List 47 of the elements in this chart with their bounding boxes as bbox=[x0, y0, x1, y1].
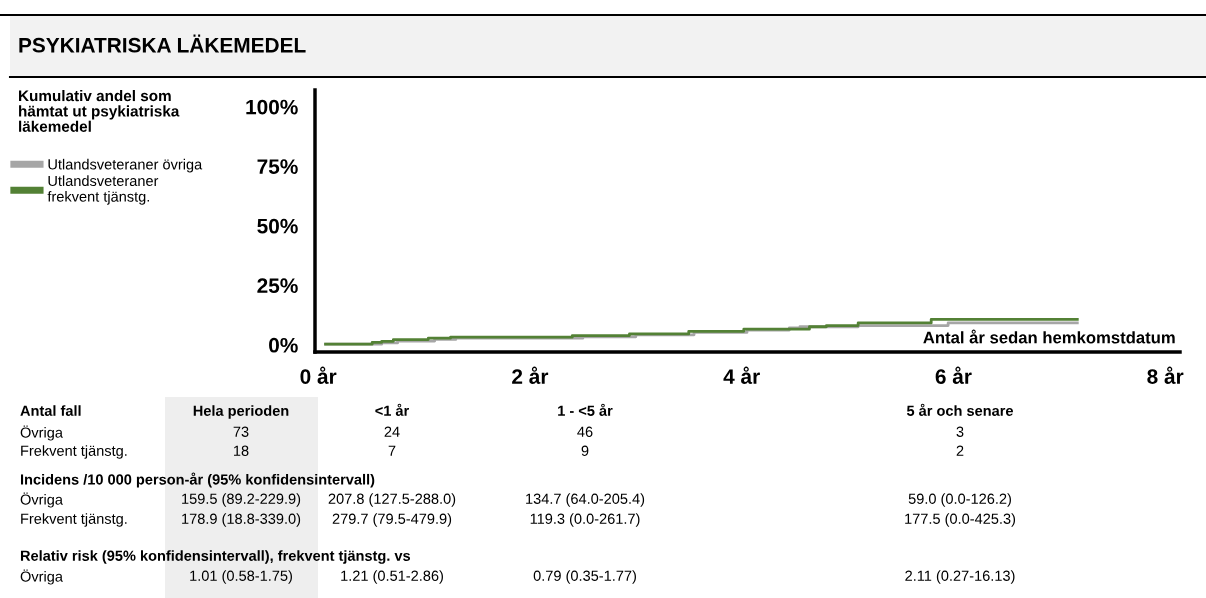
text: 7 bbox=[388, 445, 396, 456]
text: 3 bbox=[956, 426, 964, 437]
text: 1.21 (0.51-2.86) bbox=[341, 570, 443, 584]
text: 1 - <5 år bbox=[558, 403, 613, 416]
text: 134.7 (64.0-205.4) bbox=[526, 493, 645, 507]
x-tick-label: 2 år bbox=[512, 366, 549, 384]
text: Frekvent tjänstg. bbox=[21, 445, 127, 459]
text: Antal fall bbox=[20, 405, 81, 416]
text: 2 bbox=[956, 445, 964, 456]
x-tick-label: 0 år bbox=[300, 366, 337, 384]
text: 177.5 (0.0-425.3) bbox=[905, 513, 1016, 527]
y-tick-label: 25% bbox=[257, 278, 298, 294]
text: 18 bbox=[234, 445, 249, 456]
text: 5 år och senare bbox=[906, 403, 1014, 416]
x-axis-title: Antal år sedan hemkomstdatum bbox=[923, 329, 1175, 344]
text: 59.0 (0.0-126.2) bbox=[908, 493, 1011, 507]
y-tick-label: 75% bbox=[257, 159, 298, 174]
text: Incidens /10 000 person-år (95% konfidensintervall) bbox=[20, 472, 375, 488]
y-tick-label: 0% bbox=[269, 337, 298, 353]
text: 159.5 (89.2-229.9) bbox=[182, 493, 301, 507]
x-tick-label: 8 år bbox=[1147, 366, 1184, 384]
chart-title: PSYKIATRISKA LÄKEMEDEL bbox=[19, 34, 306, 53]
text: 279.7 (79.5-479.9) bbox=[332, 513, 452, 527]
legend-title: Kumulativ andel som hämtat ut psykiatriska läkemedel bbox=[19, 90, 180, 132]
y-tick-label: 50% bbox=[257, 218, 298, 234]
text: 46 bbox=[577, 426, 593, 437]
text: 73 bbox=[233, 426, 249, 437]
text: 1.01 (0.58-1.75) bbox=[190, 570, 292, 584]
text: <1 år bbox=[375, 403, 410, 416]
text: 119.3 (0.0-261.7) bbox=[530, 513, 640, 527]
text: 24 bbox=[384, 426, 400, 437]
x-tick-label: 6 år bbox=[935, 366, 972, 384]
x-tick-label: 4 år bbox=[723, 366, 760, 384]
text: 178.9 (18.8-339.0) bbox=[182, 513, 301, 527]
legend-label: Utlandsveteraner övriga bbox=[48, 158, 203, 173]
text: Övriga bbox=[20, 569, 63, 585]
text: Frekvent tjänstg. bbox=[21, 513, 127, 527]
y-tick-label: 100% bbox=[246, 99, 298, 115]
text: Övriga bbox=[20, 492, 63, 508]
text: 0.79 (0.35-1.77) bbox=[533, 570, 636, 584]
text: Övriga bbox=[20, 425, 63, 441]
legend-label: Utlandsveteraner frekvent tjänstg. bbox=[47, 175, 159, 205]
text: 2.11 (0.27-16.13) bbox=[905, 570, 1015, 584]
text: 9 bbox=[581, 445, 589, 456]
text: Relativ risk (95% konfidensintervall), frekvent tjänstg. vs bbox=[20, 550, 411, 564]
text: 207.8 (127.5-288.0) bbox=[328, 493, 456, 507]
text: Hela perioden bbox=[193, 405, 289, 419]
